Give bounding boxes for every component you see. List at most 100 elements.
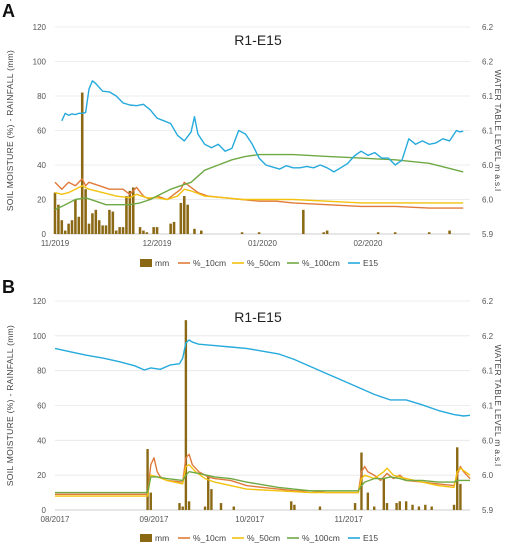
x-tick-label: 01/2020 xyxy=(248,239,277,248)
rainfall-bar xyxy=(290,501,293,510)
rainfall-bar xyxy=(382,478,386,510)
rainfall-bar xyxy=(149,492,152,510)
y-tick-label: 80 xyxy=(37,367,46,376)
y2-tick-label: 6.2 xyxy=(482,332,494,341)
x-tick-label: 11/2019 xyxy=(41,239,70,248)
rainfall-bar xyxy=(193,228,196,234)
x-tick-label: 12/2019 xyxy=(143,239,172,248)
rainfall-bar xyxy=(302,209,305,234)
y2-tick-label: 6.2 xyxy=(482,23,494,32)
x-tick-label: 10/2017 xyxy=(235,515,264,524)
rainfall-bar xyxy=(87,223,91,234)
rainfall-bar xyxy=(114,230,118,234)
rainfall-bar xyxy=(169,223,172,234)
rainfall-bar xyxy=(67,223,70,234)
rainfall-bar xyxy=(385,503,389,510)
y2-axis-label: WATER TABLE LEVEL m a.s.l xyxy=(493,345,503,467)
y-tick-label: 60 xyxy=(37,127,46,136)
rainfall-bar xyxy=(53,192,57,234)
y2-tick-label: 5.9 xyxy=(482,230,494,239)
x-tick-label: 09/2017 xyxy=(140,515,169,524)
rainfall-bar xyxy=(179,202,183,234)
x-tick-label: 02/2020 xyxy=(353,239,382,248)
rainfall-bar xyxy=(318,506,322,510)
rainfall-bar xyxy=(459,483,462,510)
rainfall-bar xyxy=(128,190,132,234)
y2-tick-label: 6.0 xyxy=(482,436,494,445)
y-tick-label: 40 xyxy=(37,436,46,445)
rainfall-bar xyxy=(138,227,142,234)
rainfall-bar xyxy=(257,232,261,234)
rainfall-bar xyxy=(84,189,87,234)
rainfall-bar xyxy=(118,227,121,234)
rainfall-bar xyxy=(240,232,244,234)
rainfall-bar xyxy=(125,196,128,234)
y-tick-label: 120 xyxy=(33,23,47,32)
legend-label-100cm: %_100cm xyxy=(302,533,340,543)
rainfall-bar xyxy=(325,230,329,234)
y-tick-label: 80 xyxy=(37,92,46,101)
rainfall-bar xyxy=(97,220,101,234)
rainfall-bar xyxy=(293,504,296,510)
legend-label-e15: E15 xyxy=(363,258,378,268)
rainfall-bar xyxy=(111,211,115,234)
rainfall-bar xyxy=(178,503,181,510)
series-line-100cm xyxy=(54,153,464,211)
legend-label-50cm: %_50cm xyxy=(247,533,280,543)
rainfall-bar xyxy=(182,196,186,234)
y-tick-label: 0 xyxy=(42,506,47,515)
rainfall-bar xyxy=(199,230,203,234)
y-tick-label: 0 xyxy=(42,230,47,239)
rainfall-bar xyxy=(366,492,370,510)
rainfall-bar xyxy=(60,220,64,234)
y-tick-label: 20 xyxy=(37,196,46,205)
rainfall-bar xyxy=(353,503,357,510)
y2-tick-label: 5.9 xyxy=(482,506,494,515)
rainfall-bar xyxy=(152,227,155,234)
y2-axis-label: WATER TABLE LEVEL m a.s.l xyxy=(493,70,503,192)
rainfall-bar xyxy=(427,232,431,234)
y-tick-label: 20 xyxy=(37,471,46,480)
rainfall-bar xyxy=(184,320,188,510)
series-line-10cm xyxy=(55,453,471,495)
rainfall-bar xyxy=(411,504,414,510)
rainfall-bar xyxy=(207,475,210,510)
legend-label-mm: mm xyxy=(155,258,169,268)
rainfall-bar xyxy=(108,209,111,234)
y2-tick-label: 6.1 xyxy=(482,127,494,136)
rainfall-bar xyxy=(70,220,74,234)
rainfall-bar xyxy=(322,232,326,234)
legend-swatch-mm xyxy=(140,259,152,267)
y-tick-label: 100 xyxy=(33,58,47,67)
y2-tick-label: 6.0 xyxy=(482,196,494,205)
rainfall-bar xyxy=(121,227,125,234)
rainfall-bar xyxy=(456,447,459,510)
rainfall-bar xyxy=(232,506,235,510)
rainfall-bar xyxy=(142,230,145,234)
y2-tick-label: 6.0 xyxy=(482,471,494,480)
rainfall-bar xyxy=(187,501,191,510)
panel-letter: B xyxy=(2,277,15,297)
legend-label-50cm: %_50cm xyxy=(247,258,280,268)
rainfall-bar xyxy=(63,230,67,234)
chart-title: R1-E15 xyxy=(234,32,282,48)
legend-label-100cm: %_100cm xyxy=(302,258,340,268)
rainfall-bar xyxy=(430,506,433,510)
rainfall-bar xyxy=(172,221,176,234)
x-tick-label: 11/2017 xyxy=(335,515,364,524)
rainfall-bar xyxy=(101,225,104,234)
rainfall-bar xyxy=(77,216,81,234)
rainfall-bar xyxy=(57,204,60,234)
series-line-10cm xyxy=(54,178,464,209)
rainfall-bar xyxy=(91,213,94,234)
rainfall-bar xyxy=(404,501,408,510)
y2-tick-label: 6.2 xyxy=(482,297,494,306)
legend-label-mm: mm xyxy=(155,533,169,543)
rainfall-bar xyxy=(210,489,213,510)
rainfall-bar xyxy=(395,503,398,510)
panel-letter: A xyxy=(2,1,15,21)
rainfall-bar xyxy=(94,209,98,234)
rainfall-bar xyxy=(104,225,108,234)
y-axis-label: SOIL MOISTURE (%) - RAINFALL (mm) xyxy=(5,50,15,211)
rainfall-bar xyxy=(145,232,149,234)
